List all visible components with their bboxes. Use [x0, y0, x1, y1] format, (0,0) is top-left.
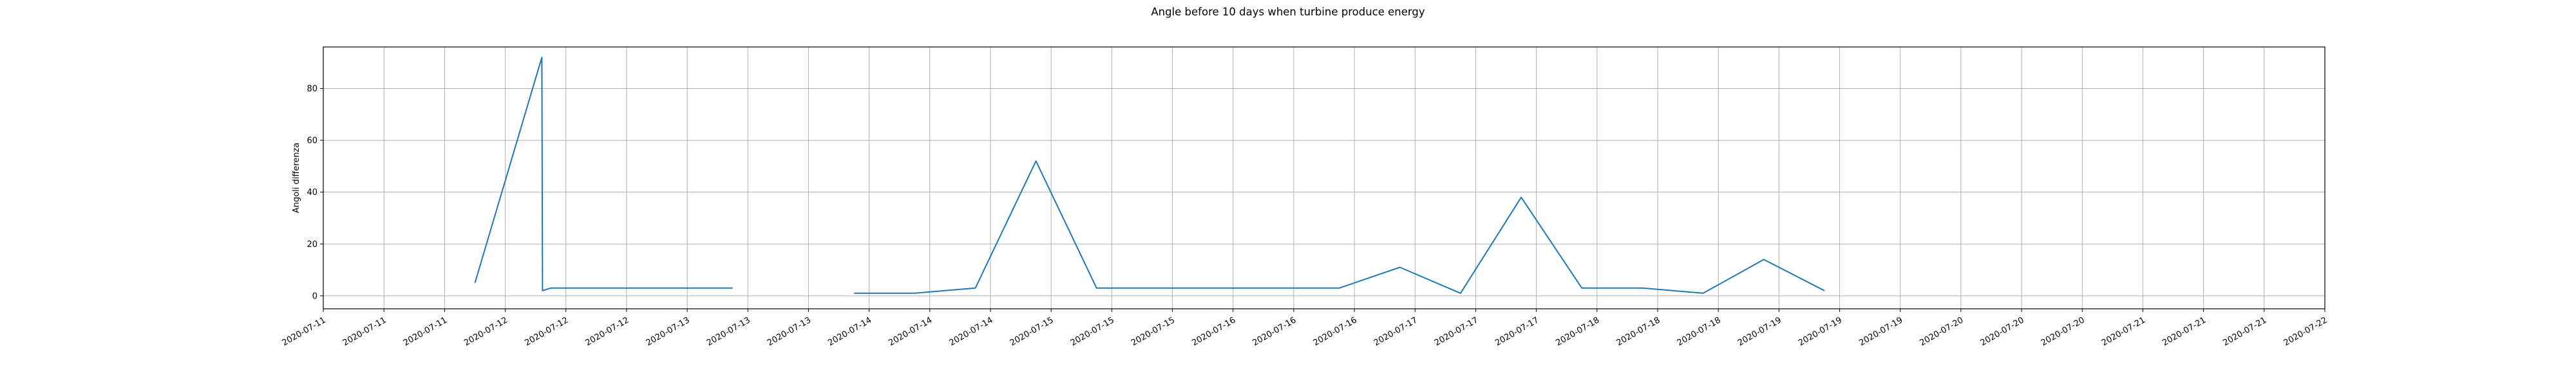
x-tick-label: 2020-07-19	[1797, 315, 1844, 348]
x-tick-label: 2020-07-20	[1979, 315, 2026, 348]
plot-frame	[323, 46, 2325, 309]
x-tick-label: 2020-07-15	[1009, 315, 1056, 348]
x-tick-label: 2020-07-12	[523, 315, 570, 348]
x-tick-label: 2020-07-19	[1857, 315, 1904, 348]
y-axis-label: Angoli differenza	[292, 143, 301, 214]
x-tick-label: 2020-07-11	[341, 315, 388, 348]
y-tick-label: 80	[307, 84, 317, 94]
x-tick-label: 2020-07-17	[1493, 315, 1540, 348]
x-tick-label: 2020-07-22	[2282, 315, 2329, 348]
chart-title: Angle before 10 days when turbine produc…	[1151, 6, 1425, 18]
y-tick-label: 20	[307, 240, 317, 250]
x-tick-label: 2020-07-20	[2040, 315, 2087, 348]
x-tick-label: 2020-07-15	[1069, 315, 1116, 348]
series-line	[474, 57, 1825, 294]
x-tick-label: 2020-07-12	[462, 315, 509, 348]
x-tick-label: 2020-07-14	[948, 315, 995, 348]
x-tick-label: 2020-07-14	[887, 315, 934, 348]
x-tick-label: 2020-07-16	[1190, 315, 1237, 348]
x-tick-label: 2020-07-19	[1736, 315, 1783, 348]
x-tick-label: 2020-07-11	[402, 315, 449, 348]
x-tick-label: 2020-07-12	[584, 315, 631, 348]
x-tick-label: 2020-07-16	[1312, 315, 1359, 348]
x-tick-label: 2020-07-18	[1615, 315, 1662, 348]
x-tick-label: 2020-07-18	[1554, 315, 1601, 348]
x-tick-label: 2020-07-20	[1918, 315, 1965, 348]
x-tick-label: 2020-07-16	[1251, 315, 1298, 348]
y-tick-label: 0	[312, 291, 317, 301]
x-tick-label: 2020-07-14	[826, 315, 873, 348]
x-tick-label: 2020-07-13	[645, 315, 692, 348]
x-tick-label: 2020-07-18	[1676, 315, 1723, 348]
x-tick-label: 2020-07-17	[1372, 315, 1419, 348]
y-tick-label: 40	[307, 188, 317, 198]
x-tick-label: 2020-07-21	[2161, 315, 2208, 348]
x-tick-label: 2020-07-13	[705, 315, 752, 348]
x-tick-label: 2020-07-15	[1130, 315, 1177, 348]
x-tick-label: 2020-07-13	[766, 315, 813, 348]
y-tick-label: 60	[307, 136, 317, 146]
x-tick-label: 2020-07-11	[281, 315, 328, 348]
x-tick-label: 2020-07-21	[2100, 315, 2147, 348]
x-tick-label: 2020-07-17	[1433, 315, 1480, 348]
x-tick-label: 2020-07-21	[2221, 315, 2268, 348]
